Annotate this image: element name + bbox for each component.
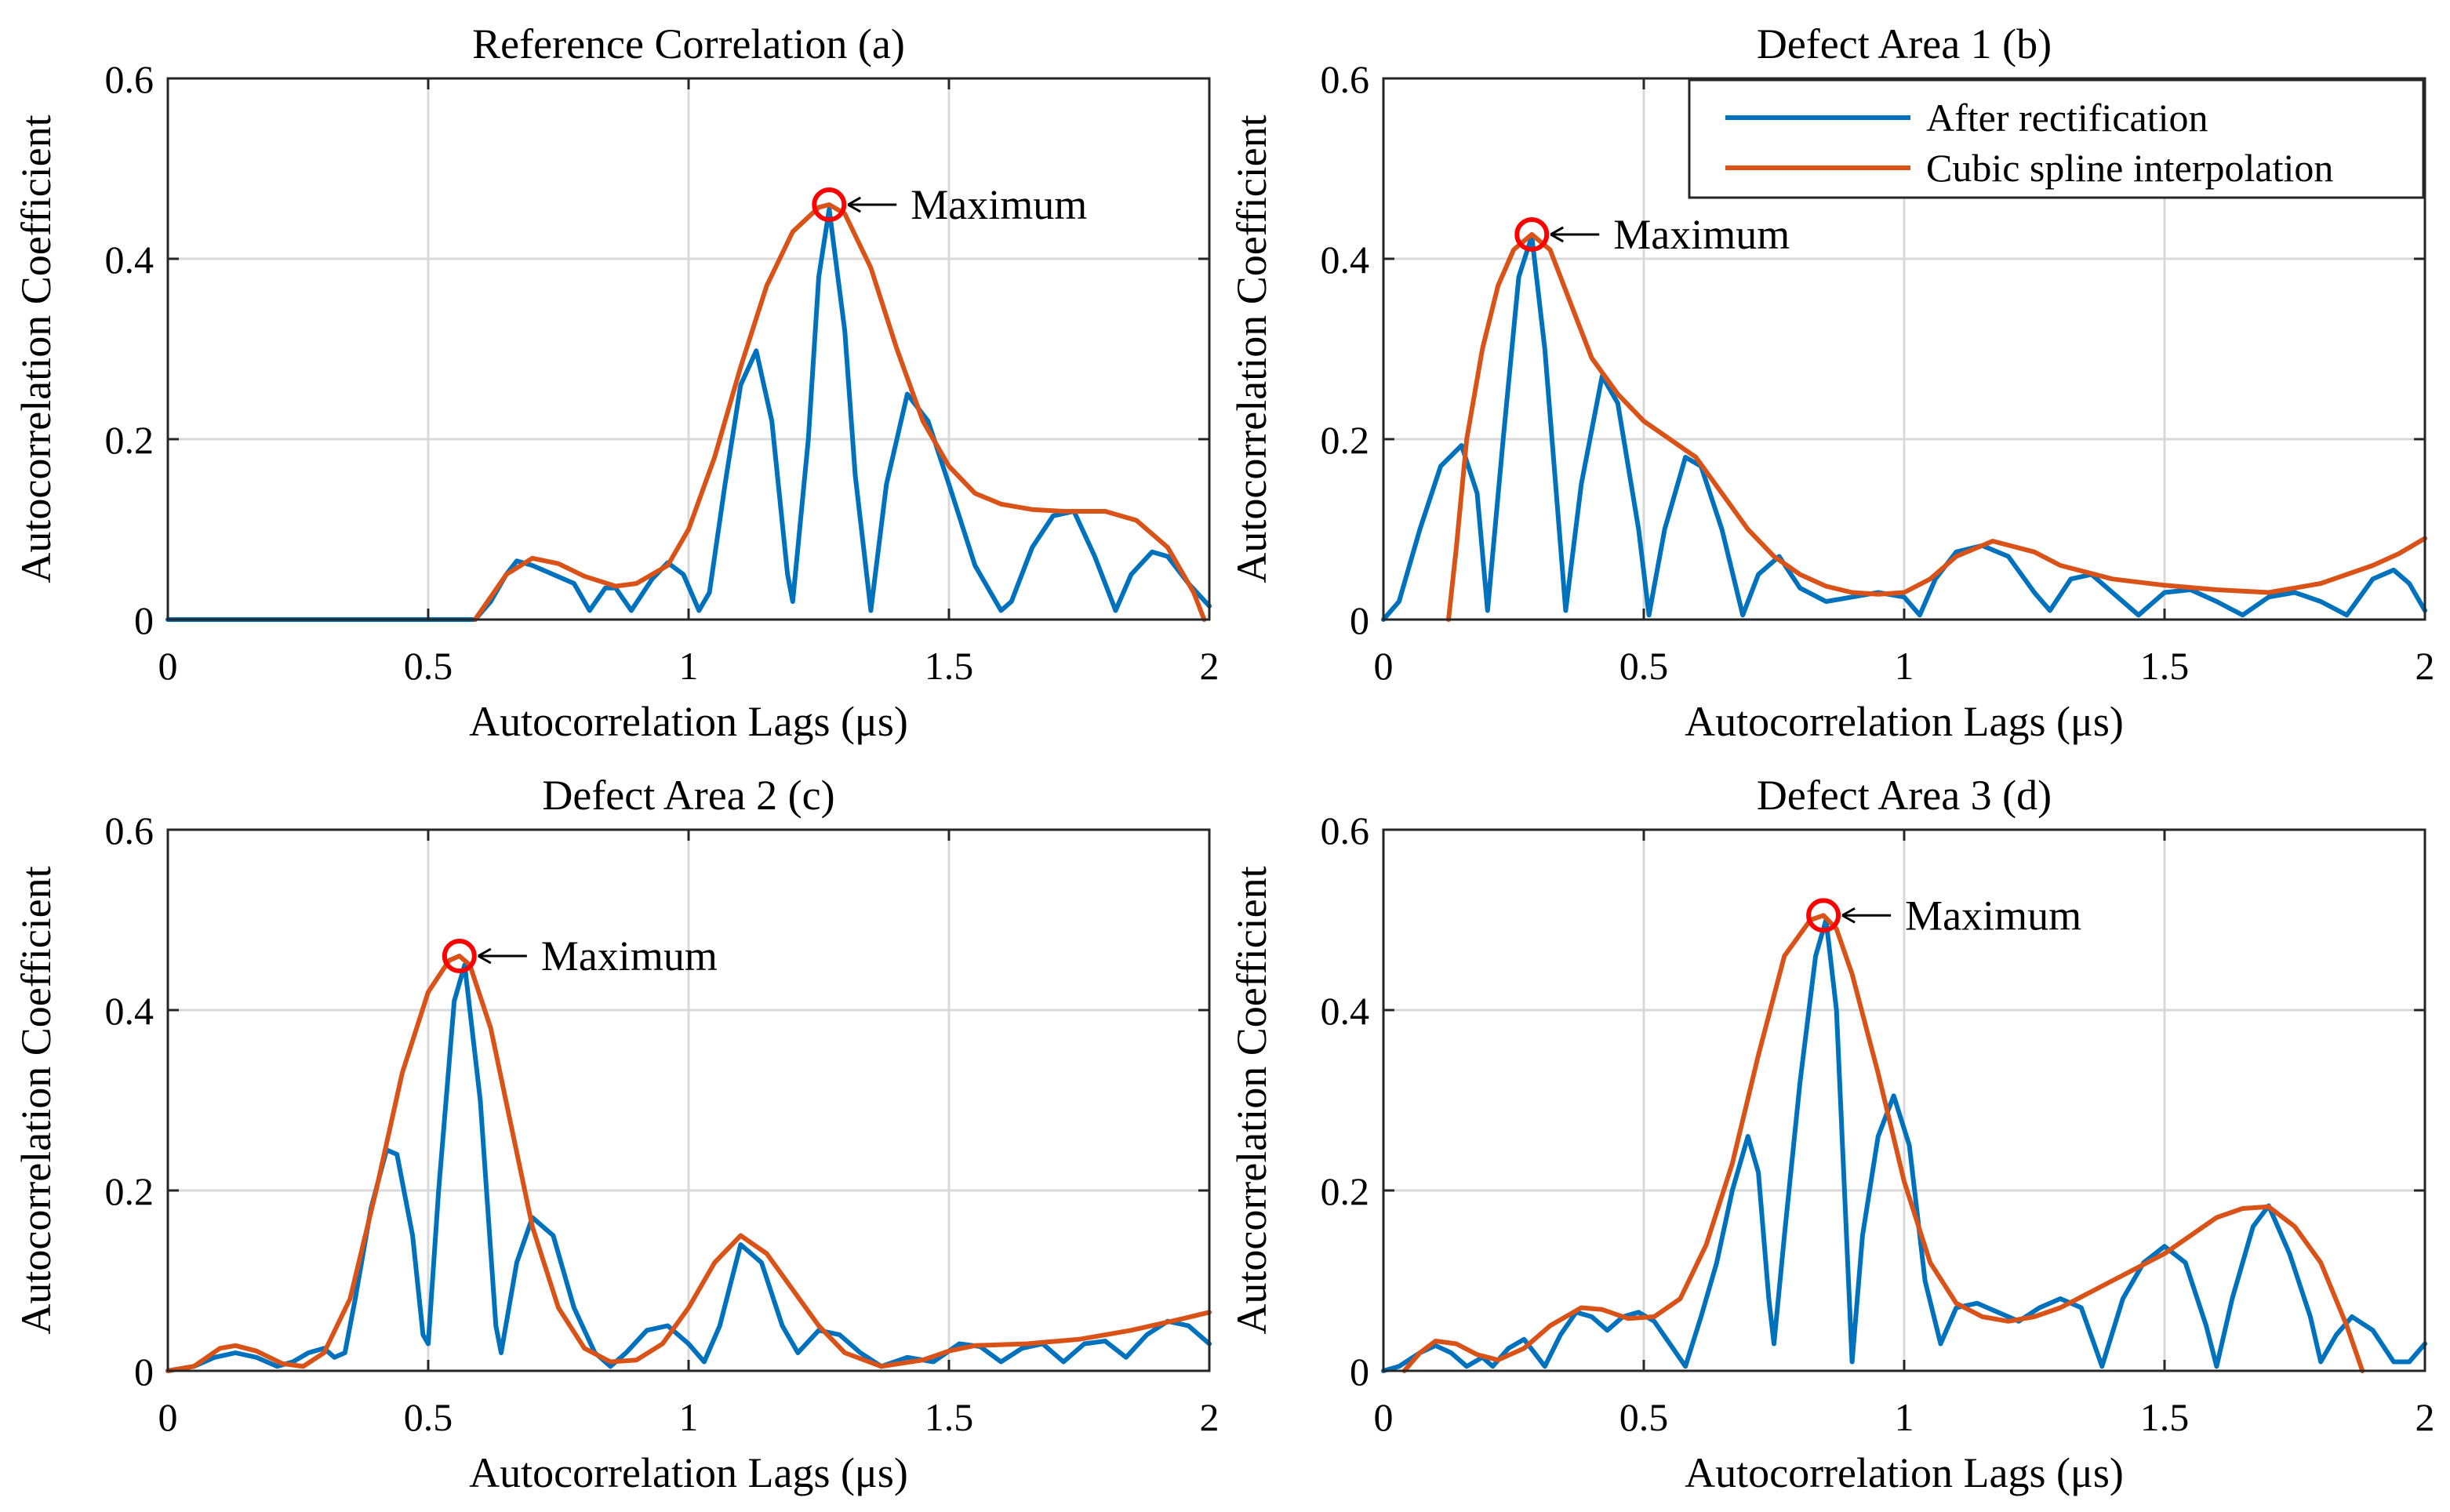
series-after-rectification <box>165 206 1212 622</box>
series-cubic-spline <box>1401 913 2365 1373</box>
y-tick-label: 0.4 <box>105 238 154 282</box>
x-tick-label: 1.5 <box>925 1395 974 1439</box>
annotation-arrow <box>478 947 527 965</box>
y-tick-label: 0.4 <box>1321 238 1370 282</box>
series-cubic-spline <box>165 954 1212 1373</box>
panel-reference-correlation: 0 0.5 1 1.5 2 0 0.2 0.4 0.6 Reference Correlation… <box>13 20 1220 745</box>
grid-lines <box>1383 830 2425 1371</box>
legend-label-cubic-spline: Cubic spline interpolation <box>1926 146 2333 190</box>
arrow-head <box>1550 226 1564 243</box>
arrow-head <box>478 947 492 965</box>
y-tick-label: 0.6 <box>105 57 154 101</box>
y-tick-label: 0.2 <box>1321 1169 1370 1213</box>
series-cubic-spline <box>472 202 1207 622</box>
maximum-annotation: Maximum <box>1905 892 2081 939</box>
x-tick-label: 0.5 <box>1619 644 1669 688</box>
x-tick-label: 1 <box>1895 644 1914 688</box>
panel-defect-area-3: 0 0.5 1 1.5 2 0 0.2 0.4 0.6 Defect Area 3 (d) Auto… <box>1228 772 2435 1496</box>
series-after-rectification <box>1381 918 2427 1373</box>
arrow-head <box>1841 907 1856 924</box>
grid-lines <box>168 78 1209 620</box>
y-axis-label: Autocorrelation Coefficient <box>1228 866 1275 1334</box>
panel-defect-area-1: 0 0.5 1 1.5 2 0 0.2 0.4 0.6 Defect Area 1 (b) Auto… <box>1228 20 2435 745</box>
annotation-arrow <box>1841 907 1892 924</box>
x-tick-label: 1 <box>1895 1395 1914 1439</box>
x-axis-label: Autocorrelation Lags (μs) <box>1685 1449 2124 1496</box>
series-cubic-spline <box>1446 231 2427 622</box>
x-tick-label: 1.5 <box>925 644 974 688</box>
chart-title: Defect Area 3 (d) <box>1757 772 2052 819</box>
legend-box <box>1688 78 2425 199</box>
y-tick-label: 0 <box>1350 598 1369 642</box>
x-tick-label: 2 <box>1200 644 1220 688</box>
x-tick-label: 0.5 <box>404 644 453 688</box>
y-tick-label: 0 <box>1350 1350 1369 1394</box>
x-tick-label: 0 <box>1374 1395 1394 1439</box>
x-tick-label: 0.5 <box>404 1395 453 1439</box>
chart-title: Defect Area 1 (b) <box>1757 20 2052 67</box>
series-after-rectification <box>165 962 1212 1373</box>
y-tick-label: 0.2 <box>105 1169 154 1213</box>
x-tick-label: 1 <box>679 1395 699 1439</box>
arrow-head <box>847 196 862 213</box>
y-axis-label: Autocorrelation Coefficient <box>1228 114 1275 583</box>
legend: After rectification Cubic spline interpol… <box>1688 78 2425 199</box>
x-tick-label: 1.5 <box>2140 1395 2190 1439</box>
annotation-arrow <box>1550 226 1600 243</box>
annotation-arrow <box>847 196 897 213</box>
maximum-marker <box>1806 898 1841 933</box>
x-tick-label: 2 <box>2415 644 2435 688</box>
y-tick-label: 0.4 <box>1321 989 1370 1033</box>
legend-label-after-rectification: After rectification <box>1926 96 2208 140</box>
x-tick-label: 2 <box>1200 1395 1220 1439</box>
maximum-marker <box>812 187 847 222</box>
x-axis-label: Autocorrelation Lags (μs) <box>469 1449 908 1496</box>
x-tick-label: 0 <box>158 644 178 688</box>
y-tick-label: 0.6 <box>105 809 154 852</box>
x-tick-label: 0 <box>1374 644 1394 688</box>
x-tick-label: 1.5 <box>2140 644 2190 688</box>
x-tick-label: 0.5 <box>1619 1395 1669 1439</box>
y-axis-label: Autocorrelation Coefficient <box>13 114 60 583</box>
chart-title: Defect Area 2 (c) <box>542 772 834 819</box>
maximum-marker <box>442 939 477 973</box>
chart-title: Reference Correlation (a) <box>472 20 905 67</box>
y-tick-label: 0.4 <box>105 989 154 1033</box>
y-tick-label: 0 <box>134 1350 154 1394</box>
grid-lines <box>168 830 1209 1371</box>
panel-defect-area-2: 0 0.5 1 1.5 2 0 0.2 0.4 0.6 Defect Area 2 (c) Auto… <box>13 772 1220 1496</box>
series-after-rectification <box>1381 234 2427 622</box>
y-tick-label: 0.6 <box>1321 809 1370 852</box>
x-axis-label: Autocorrelation Lags (μs) <box>469 698 908 745</box>
x-tick-label: 2 <box>2415 1395 2435 1439</box>
x-tick-label: 0 <box>158 1395 178 1439</box>
x-axis-label: Autocorrelation Lags (μs) <box>1685 698 2124 745</box>
y-tick-label: 0 <box>134 598 154 642</box>
maximum-marker <box>1514 216 1550 252</box>
x-tick-label: 1 <box>679 644 699 688</box>
y-tick-label: 0.6 <box>1321 57 1370 101</box>
maximum-annotation: Maximum <box>1613 211 1790 258</box>
maximum-annotation: Maximum <box>541 932 718 980</box>
y-axis-label: Autocorrelation Coefficient <box>13 866 60 1334</box>
y-tick-label: 0.2 <box>105 418 154 462</box>
maximum-annotation: Maximum <box>911 181 1087 228</box>
y-tick-label: 0.2 <box>1321 418 1370 462</box>
